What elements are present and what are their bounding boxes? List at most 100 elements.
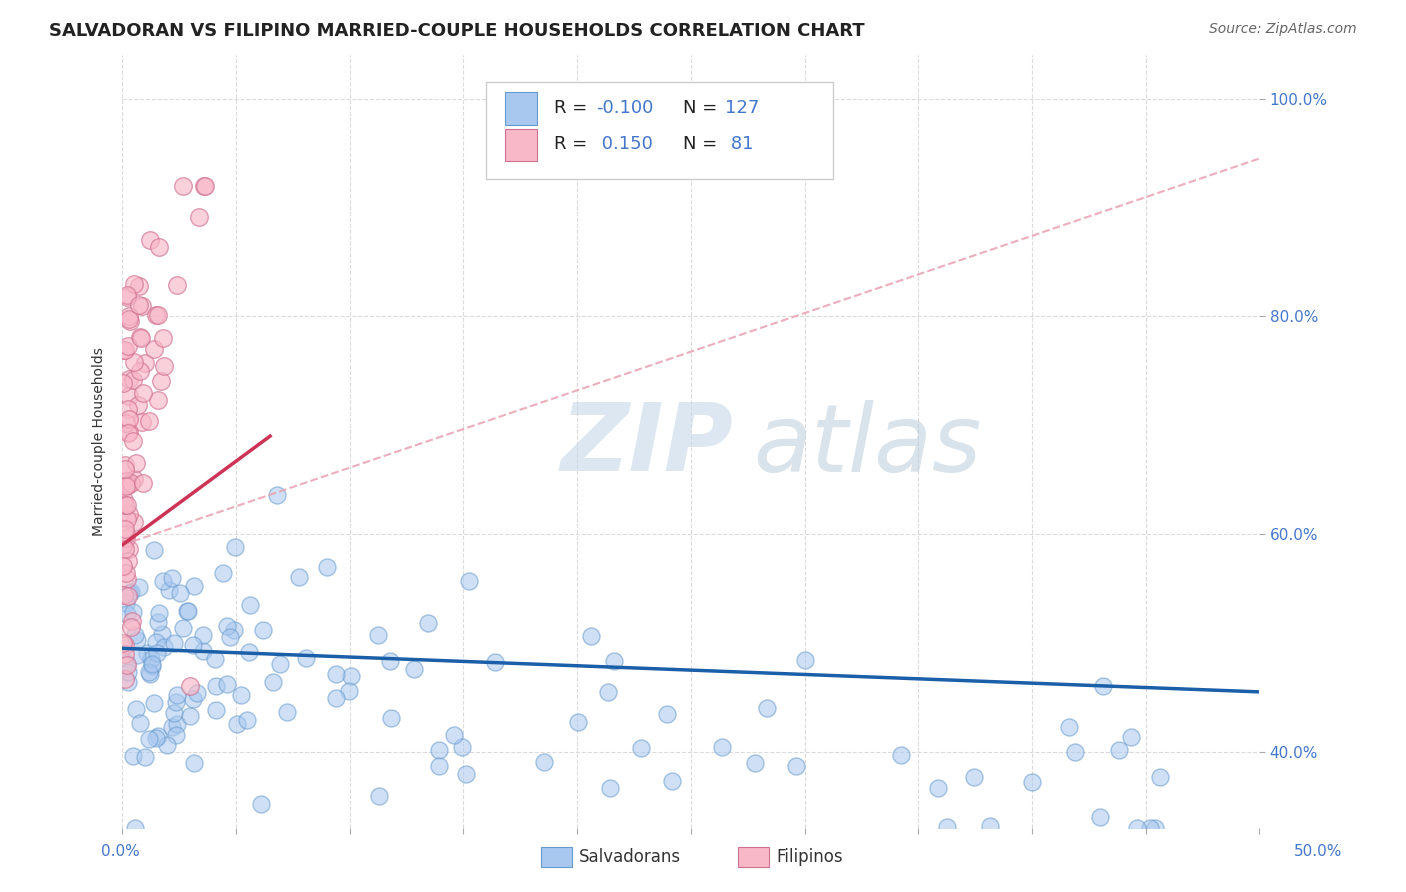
Text: 0.0%: 0.0% [101,845,141,859]
Point [443,728,465,742]
Point [191,644,214,658]
Point [128,580,150,594]
Point [172,178,194,193]
Point [125,702,148,716]
Point [380,711,402,725]
Point [138,665,160,680]
Point [117,389,139,403]
Point [124,821,146,835]
Point [117,339,139,353]
Point [118,507,141,521]
Point [163,636,186,650]
Point [630,741,652,756]
Point [890,747,912,762]
Point [117,426,139,441]
Point [219,630,242,644]
Point [194,178,217,193]
Point [115,607,138,622]
Point [183,639,205,653]
Text: Filipinos: Filipinos [776,848,842,866]
Point [176,604,198,618]
Point [1108,743,1130,757]
Point [146,393,169,408]
Point [458,574,481,589]
Point [148,606,170,620]
Point [112,343,135,357]
Point [115,566,138,580]
Point [122,515,145,529]
Point [120,620,142,634]
Point [141,657,163,672]
Point [115,511,138,525]
Point [152,331,174,345]
Point [118,311,141,326]
Point [145,635,167,649]
Point [1021,775,1043,789]
Point [269,657,291,671]
Text: R =: R = [554,135,593,153]
Point [165,728,187,742]
Point [138,413,160,427]
Point [454,766,477,780]
Point [121,374,143,388]
Point [1119,730,1142,744]
Point [262,675,284,690]
Point [124,472,146,486]
Point [138,233,160,247]
Text: N =: N = [683,99,723,117]
Point [1091,679,1114,693]
Point [122,605,145,619]
Point [193,628,215,642]
Point [162,720,184,734]
Point [165,695,187,709]
Point [117,675,139,690]
Point [129,331,152,345]
Text: SALVADORAN VS FILIPINO MARRIED-COUPLE HOUSEHOLDS CORRELATION CHART: SALVADORAN VS FILIPINO MARRIED-COUPLE HO… [49,22,865,40]
Point [187,210,209,224]
Point [711,740,734,755]
Point [122,277,145,291]
Point [603,654,626,668]
Point [114,527,136,541]
Point [114,597,136,611]
Text: 50.0%: 50.0% [1295,845,1343,859]
Point [193,178,215,193]
Point [427,758,450,772]
Point [744,756,766,770]
Point [163,706,186,720]
Point [212,566,235,581]
Point [416,615,439,630]
Point [451,739,474,754]
Text: 0.150: 0.150 [596,135,654,153]
Point [936,820,959,834]
Point [145,308,167,322]
Point [1149,770,1171,784]
Point [117,657,139,672]
Point [183,756,205,770]
Point [142,696,165,710]
Point [114,531,136,545]
Point [533,755,555,769]
Point [132,475,155,490]
Point [114,647,136,661]
Point [129,330,152,344]
Point [204,703,226,717]
Point [131,416,153,430]
Point [117,475,139,489]
Point [114,479,136,493]
Point [172,621,194,635]
Point [252,623,274,637]
Text: -0.100: -0.100 [596,99,654,117]
Point [225,717,247,731]
Point [204,652,226,666]
Point [148,240,170,254]
Point [112,376,135,390]
FancyBboxPatch shape [486,82,832,178]
Point [115,573,138,587]
Point [141,652,163,666]
Point [238,645,260,659]
Point [156,738,179,752]
Point [217,619,239,633]
Point [112,588,135,602]
Point [127,398,149,412]
